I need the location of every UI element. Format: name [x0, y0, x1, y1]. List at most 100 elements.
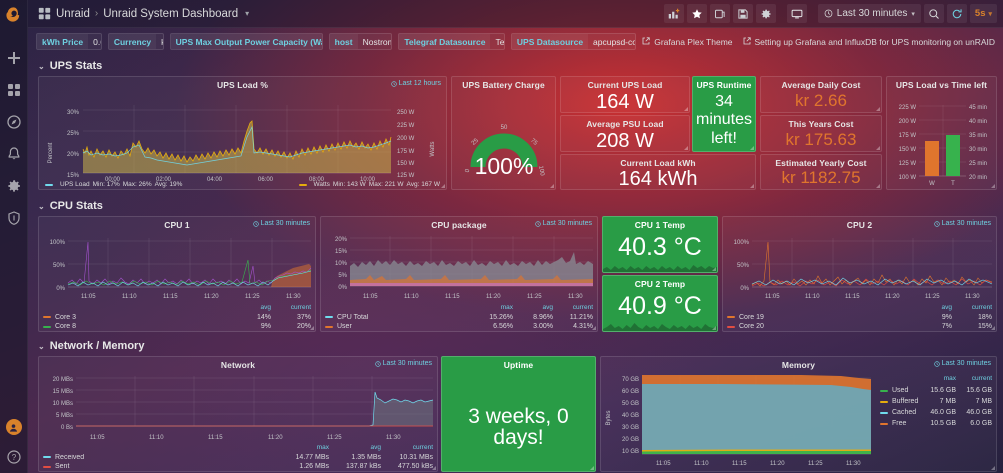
- legend-value-avg: 1.35 MBs: [351, 453, 381, 461]
- panel-resize-grip[interactable]: [310, 326, 314, 330]
- panel-resize-grip[interactable]: [750, 184, 754, 188]
- dashboard-link-plex-theme[interactable]: Grafana Plex Theme: [642, 37, 733, 47]
- legend-item-core8[interactable]: Core 8 9% 20%: [39, 322, 315, 331]
- grafana-logo[interactable]: [0, 0, 28, 28]
- svg-text:08:00: 08:00: [309, 177, 325, 183]
- chart-legend: avg current Core 19 9% 18% Core 20 7% 15…: [723, 303, 996, 331]
- panel-resize-grip[interactable]: [432, 466, 436, 470]
- panel-resize-grip[interactable]: [876, 146, 880, 150]
- share-dashboard-button[interactable]: [709, 4, 730, 23]
- zoom-out-time-button[interactable]: [923, 4, 944, 23]
- legend-item-user[interactable]: User 6.56% 3.00% 4.31%: [321, 322, 597, 331]
- panel-average-daily-cost[interactable]: Average Daily Cost kr 2.66: [760, 76, 882, 113]
- compass-icon[interactable]: [6, 114, 22, 130]
- panel-cpu-package[interactable]: CPU package Last 30 minutes 20% 15% 10% …: [320, 216, 598, 332]
- panel-ups-battery-charge[interactable]: UPS Battery Charge 0 25 50 75 100 100%: [451, 76, 556, 190]
- avatar[interactable]: [5, 419, 22, 435]
- variable-telegraf-datasource[interactable]: Telegraf Datasource Telegraf▾: [398, 33, 505, 50]
- variable-value[interactable]: Telegraf▾: [490, 34, 503, 49]
- panel-resize-grip[interactable]: [441, 184, 445, 188]
- legend-item-core19[interactable]: Core 19 9% 18%: [723, 313, 996, 323]
- variable-value[interactable]: 0.65▾: [88, 34, 101, 49]
- legend-value-current: 46.0 GB: [966, 409, 992, 416]
- legend-item-cpu-total[interactable]: CPU Total 15.26% 8.96% 11.21%: [321, 313, 597, 323]
- plus-icon[interactable]: [6, 50, 22, 66]
- variable-ups-max-output[interactable]: UPS Max Output Power Capacity (Watt) 865…: [169, 33, 323, 50]
- panel-resize-grip[interactable]: [991, 184, 995, 188]
- panel-uptime[interactable]: Uptime 3 weeks, 0 days!: [441, 356, 596, 472]
- panel-resize-grip[interactable]: [750, 146, 754, 150]
- legend-item-watts[interactable]: Watts Min: 143 W Max: 221 W Avg: 167 W: [298, 181, 440, 188]
- row-header-ups-stats[interactable]: ⌄ UPS Stats: [38, 60, 102, 72]
- variable-value[interactable]: Nostromo▾: [358, 34, 392, 49]
- legend-item-buffered[interactable]: Buffered 7 MB 7 MB: [880, 396, 992, 407]
- legend-item-received[interactable]: Received 14.77 MBs 1.35 MBs 10.31 MBs: [39, 453, 437, 463]
- panel-cpu-2[interactable]: CPU 2 Last 30 minutes 100% 50% 0% 11:05 …: [722, 216, 997, 332]
- panel-resize-grip[interactable]: [684, 107, 688, 111]
- variable-label: UPS Max Output Power Capacity (Watt): [170, 34, 322, 49]
- breadcrumb-root[interactable]: Unraid: [56, 7, 90, 20]
- panel-ups-runtime[interactable]: UPS Runtime 34 minutes left!: [692, 76, 756, 152]
- breadcrumb-current[interactable]: Unraid System Dashboard: [103, 7, 239, 20]
- legend-item-core20[interactable]: Core 20 7% 15%: [723, 322, 996, 331]
- panel-resize-grip[interactable]: [590, 466, 594, 470]
- dashboard-settings-button[interactable]: [755, 4, 776, 23]
- variable-value[interactable]: apcupsd-container▾: [588, 34, 635, 49]
- panel-cpu1-temp[interactable]: CPU 1 Temp 40.3 °C: [602, 216, 718, 273]
- bell-icon[interactable]: [6, 146, 22, 162]
- chevron-down-icon: ▾: [911, 10, 915, 18]
- variable-kwh-price[interactable]: kWh Price 0.65▾: [36, 33, 102, 50]
- legend-value-current: 15.6 GB: [966, 387, 992, 394]
- panel-current-ups-load[interactable]: Current UPS Load 164 W: [560, 76, 690, 113]
- row-header-network-memory[interactable]: ⌄ Network / Memory: [38, 340, 144, 352]
- legend-item-core3[interactable]: Core 3 14% 37%: [39, 313, 315, 323]
- panel-cpu2-temp[interactable]: CPU 2 Temp 40.9 °C: [602, 275, 718, 332]
- panel-resize-grip[interactable]: [876, 107, 880, 111]
- panel-average-psu-load[interactable]: Average PSU Load 208 W: [560, 115, 690, 152]
- dashboards-grid-icon[interactable]: [6, 82, 22, 98]
- legend-item-free[interactable]: Free 10.5 GB 6.0 GB: [880, 418, 992, 429]
- variable-currency[interactable]: Currency kr▾: [107, 33, 164, 50]
- panel-resize-grip[interactable]: [592, 326, 596, 330]
- panel-memory[interactable]: Memory Last 30 minutes 70 GB 60 GB 50 GB…: [600, 356, 997, 472]
- shield-icon[interactable]: [6, 210, 22, 226]
- variable-ups-datasource[interactable]: UPS Datasource apcupsd-container▾: [510, 33, 637, 50]
- panel-resize-grip[interactable]: [876, 184, 880, 188]
- legend-item-ups-load[interactable]: UPS Load Min: 17% Max: 26% Avg: 19%: [45, 181, 182, 188]
- panel-resize-grip[interactable]: [684, 146, 688, 150]
- question-icon[interactable]: ?: [6, 449, 22, 465]
- panel-resize-grip[interactable]: [991, 326, 995, 330]
- panel-this-years-cost[interactable]: This Years Cost kr 175.63: [760, 115, 882, 152]
- panel-network[interactable]: Network Last 30 minutes 20 MBs 15 MBs 10…: [38, 356, 438, 472]
- panel-resize-grip[interactable]: [712, 326, 716, 330]
- panel-resize-grip[interactable]: [712, 267, 716, 271]
- refresh-dashboard-button[interactable]: [946, 4, 967, 23]
- panel-ups-load-vs-time-left[interactable]: UPS Load vs Time left 225 W 200 W 175 W …: [886, 76, 997, 190]
- panel-estimated-yearly-cost[interactable]: Estimated Yearly Cost kr 1182.75: [760, 154, 882, 190]
- legend-item-cached[interactable]: Cached 46.0 GB 46.0 GB: [880, 407, 992, 418]
- panel-time-info-label: Last 30 minutes: [382, 360, 432, 367]
- svg-text:11:25: 11:25: [925, 294, 940, 300]
- chevron-down-icon[interactable]: ▾: [245, 9, 250, 18]
- legend-item-used[interactable]: Used 15.6 GB 15.6 GB: [880, 385, 992, 396]
- svg-text:20 GB: 20 GB: [622, 437, 639, 443]
- panel-resize-grip[interactable]: [991, 466, 995, 470]
- mark-favorite-button[interactable]: [686, 4, 707, 23]
- gear-icon[interactable]: [6, 178, 22, 194]
- legend-item-sent[interactable]: Sent 1.26 MBs 137.87 kBs 477.50 kBs: [39, 462, 437, 471]
- kiosk-mode-button[interactable]: [786, 4, 807, 23]
- refresh-interval-picker[interactable]: 5s ▾: [969, 4, 997, 23]
- save-dashboard-button[interactable]: [732, 4, 753, 23]
- panel-current-load-kwh[interactable]: Current Load kWh 164 kWh: [560, 154, 756, 190]
- svg-text:10 MBs: 10 MBs: [53, 401, 73, 407]
- variable-value[interactable]: kr▾: [156, 34, 162, 49]
- dashboard-link-ups-guide[interactable]: Setting up Grafana and InfluxDB for UPS …: [743, 37, 995, 47]
- panel-cpu-1[interactable]: CPU 1 Last 30 minutes 100% 50% 0% 11:05 …: [38, 216, 316, 332]
- variable-host[interactable]: host Nostromo▾: [328, 33, 393, 50]
- panel-ups-load-percent[interactable]: UPS Load % Last 12 hours 30% 25% 20% 15%…: [38, 76, 447, 190]
- time-range-picker[interactable]: Last 30 minutes ▾: [817, 4, 921, 23]
- panel-resize-grip[interactable]: [550, 184, 554, 188]
- panel-time-info-label: Last 30 minutes: [941, 220, 991, 227]
- row-header-cpu-stats[interactable]: ⌄ CPU Stats: [38, 200, 103, 212]
- add-panel-button[interactable]: [663, 4, 684, 23]
